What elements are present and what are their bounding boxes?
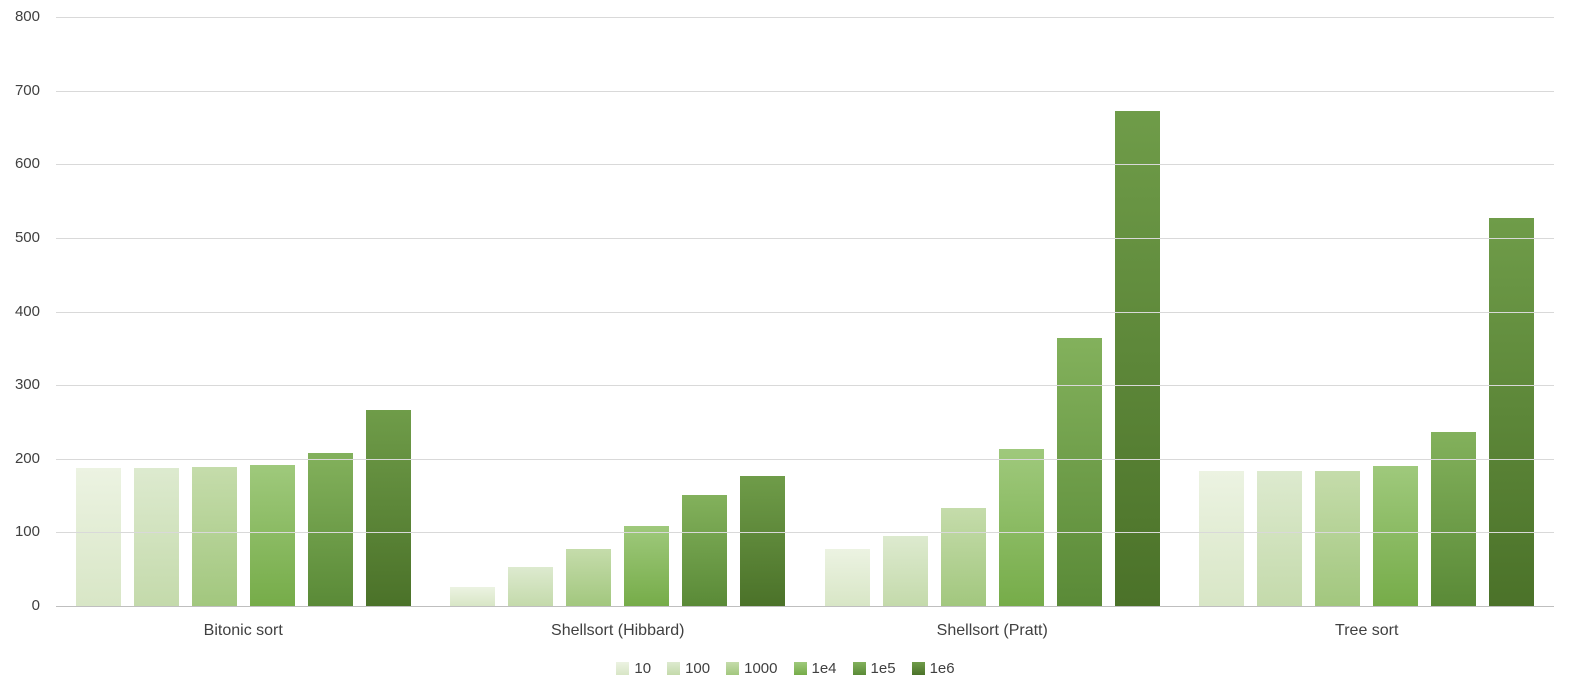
bar-1000	[1315, 470, 1361, 606]
legend-item: 1e4	[793, 660, 837, 677]
bar-100	[508, 566, 554, 606]
bar-10	[75, 467, 121, 606]
gridline	[56, 164, 1554, 166]
y-axis-tick-label: 600	[14, 155, 40, 173]
legend-label: 1e4	[811, 660, 837, 677]
category-label: Bitonic sort	[203, 622, 283, 639]
gridline	[56, 17, 1554, 18]
x-axis-labels: Bitonic sort Shellsort (Hibbard) Shellsort…	[56, 622, 1554, 640]
legend: 10 100 1000 1e4 1e5 1e6	[0, 660, 1571, 677]
gridline	[56, 90, 1554, 92]
bar-1000	[191, 466, 237, 606]
gridline	[56, 385, 1554, 387]
legend-swatch-icon	[726, 662, 740, 675]
bar-1e5	[307, 452, 353, 606]
bar-1e4	[1373, 466, 1419, 606]
bar-1e4	[249, 465, 295, 606]
legend-item: 1000	[726, 660, 778, 677]
plot-area	[56, 17, 1554, 607]
legend-label: 10	[634, 660, 652, 677]
bar-1000	[566, 548, 612, 606]
bar-1e5	[682, 494, 728, 606]
legend-item: 1e6	[911, 660, 955, 677]
legend-swatch-icon	[616, 662, 630, 675]
bar-10	[450, 586, 496, 606]
category-label: Tree sort	[1335, 622, 1399, 639]
legend-swatch-icon	[911, 662, 925, 675]
bar-1e5	[1056, 338, 1102, 606]
bar-1e6	[365, 410, 411, 606]
y-axis-tick-label: 200	[14, 449, 40, 467]
bar-100	[133, 467, 179, 606]
legend-label: 100	[685, 660, 711, 677]
legend-label: 1e6	[929, 660, 955, 677]
bar-1000	[940, 508, 986, 606]
x-axis-line	[56, 606, 1554, 607]
legend-item: 10	[616, 660, 651, 677]
bar-1e4	[624, 525, 670, 606]
bar-1e6	[740, 475, 786, 606]
bar-group	[56, 17, 431, 606]
legend-item: 1e5	[852, 660, 896, 677]
gridline	[56, 458, 1554, 460]
y-axis-tick-label: 400	[14, 302, 40, 320]
bar-1e4	[998, 449, 1044, 606]
legend-swatch-icon	[667, 662, 681, 675]
legend-swatch-icon	[852, 662, 866, 675]
y-axis-tick-label: 800	[14, 8, 40, 25]
gridline	[56, 311, 1554, 313]
y-axis: 0 100 200 300 400 500 600 700 800	[0, 8, 46, 614]
bar-10	[1199, 471, 1245, 606]
y-axis-tick-label: 500	[14, 228, 40, 246]
legend-label: 1000	[744, 660, 778, 677]
gridline	[56, 237, 1554, 239]
category-label: Shellsort (Pratt)	[936, 622, 1048, 639]
bar-group	[431, 17, 806, 606]
bar-1e6	[1489, 218, 1535, 606]
legend-item: 100	[667, 660, 710, 677]
gridline	[56, 532, 1554, 534]
bar-groups	[56, 17, 1554, 606]
y-axis-tick-label: 300	[14, 376, 40, 394]
bar-10	[824, 548, 870, 606]
y-axis-tick-label: 100	[14, 523, 40, 541]
bar-group	[805, 17, 1180, 606]
bar-1e5	[1431, 432, 1477, 606]
category-label: Shellsort (Hibbard)	[551, 622, 685, 639]
y-axis-tick-label: 0	[31, 597, 40, 614]
bar-group	[1180, 17, 1555, 606]
legend-swatch-icon	[793, 662, 807, 675]
bar-100	[1257, 471, 1303, 606]
y-axis-tick-label: 700	[14, 81, 40, 99]
legend-label: 1e5	[870, 660, 896, 677]
bar-1e6	[1114, 110, 1160, 606]
bar-100	[882, 536, 928, 606]
